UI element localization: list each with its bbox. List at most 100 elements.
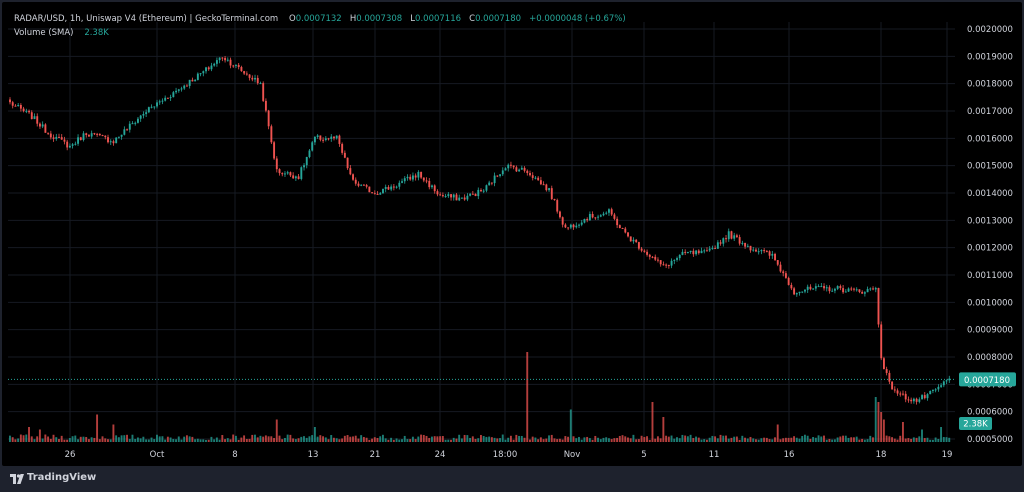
volume-bar xyxy=(869,435,872,442)
volume-bar xyxy=(68,438,71,442)
volume-bar xyxy=(229,439,232,442)
volume-badge-label: 2.38K xyxy=(963,420,988,430)
volume-bar xyxy=(142,436,145,442)
candle-body xyxy=(907,399,910,401)
volume-bar xyxy=(281,439,284,442)
volume-bar xyxy=(907,438,910,442)
volume-bar xyxy=(727,438,730,442)
volume-bar xyxy=(428,437,431,442)
candle-body xyxy=(825,287,828,289)
x-tick-label: 16 xyxy=(784,450,795,460)
volume-bar xyxy=(384,438,387,442)
volume-bar xyxy=(289,434,292,442)
candle-body xyxy=(727,231,730,240)
volume-bar xyxy=(893,438,896,442)
volume-bar xyxy=(169,437,172,442)
chart-panel[interactable]: 0.0020000 0.0019000 0.0018000 0.0017000 0.00… xyxy=(2,2,1022,466)
volume-bar xyxy=(790,437,793,442)
candle-body xyxy=(485,185,488,191)
candle-body xyxy=(912,398,915,402)
candle-body xyxy=(115,137,118,144)
candle-body xyxy=(784,273,787,278)
candle-body xyxy=(880,324,883,359)
tradingview-logo-icon[interactable] xyxy=(10,473,24,485)
candle-body xyxy=(700,250,703,254)
candle-body xyxy=(357,183,360,186)
candle-body xyxy=(749,245,752,251)
candle-body xyxy=(324,138,327,140)
y-tick-label: 0.0016000 xyxy=(967,134,1013,144)
volume-bar xyxy=(531,436,534,442)
candle-body xyxy=(896,390,899,394)
candle-body xyxy=(534,177,537,179)
volume-bar xyxy=(245,438,248,442)
volume-bar xyxy=(735,436,738,442)
candle-body xyxy=(384,187,387,189)
volume-bar xyxy=(199,439,202,442)
volume-bar xyxy=(346,435,349,442)
volume-bar xyxy=(784,437,787,442)
candle-body xyxy=(85,133,88,135)
volume-bar xyxy=(858,439,861,442)
volume-bar xyxy=(177,436,180,442)
volume-bar xyxy=(744,437,746,442)
candle-body xyxy=(17,104,20,106)
candle-body xyxy=(373,193,376,195)
y-tick-label: 0.0012000 xyxy=(967,244,1013,254)
volume-bar xyxy=(850,437,853,442)
volume-bar xyxy=(398,439,401,442)
volume-bar xyxy=(635,439,638,442)
candle-body xyxy=(676,258,678,260)
candle-body xyxy=(844,291,847,293)
tradingview-brand[interactable]: TradingView xyxy=(27,472,97,483)
candle-body xyxy=(360,184,363,186)
price-chart[interactable]: 0.0020000 0.0019000 0.0018000 0.0017000 0.00… xyxy=(2,2,1022,466)
candle-body xyxy=(161,100,164,102)
volume-bar xyxy=(520,435,523,442)
candle-body xyxy=(294,176,297,179)
volume-bar xyxy=(335,438,338,442)
volume-bar xyxy=(417,436,420,442)
candle-body xyxy=(68,145,71,148)
volume-bar xyxy=(36,436,39,442)
candle-body xyxy=(444,196,447,198)
volume-bar xyxy=(409,439,412,442)
candle-body xyxy=(166,97,169,99)
volume-bar xyxy=(831,439,834,442)
volume-bar xyxy=(912,437,915,442)
candle-body xyxy=(66,141,69,148)
ohlc-low-key: L xyxy=(410,14,416,24)
volume-bar xyxy=(294,439,297,442)
volume-bar xyxy=(278,435,281,442)
candle-body xyxy=(561,217,564,225)
volume-bar xyxy=(738,439,741,442)
candle-body xyxy=(447,194,450,197)
candle-body xyxy=(215,60,218,64)
candle-body xyxy=(608,209,610,213)
candle-body xyxy=(169,97,172,99)
volume-bar xyxy=(613,438,616,442)
candle-body xyxy=(542,184,545,186)
volume-bar xyxy=(71,436,74,442)
volume-bar xyxy=(501,434,504,442)
volume-bar xyxy=(313,427,316,442)
volume-bar xyxy=(466,435,469,442)
candle-body xyxy=(398,182,401,187)
volume-bar xyxy=(833,439,836,442)
volume-bar xyxy=(591,439,594,442)
volume-bar xyxy=(441,436,444,442)
volume-bar xyxy=(795,437,798,442)
volume-bar xyxy=(678,438,681,442)
candle-body xyxy=(71,144,74,146)
candle-body xyxy=(760,250,763,252)
candle-body xyxy=(501,170,504,175)
candle-body xyxy=(420,171,423,178)
candle-body xyxy=(667,265,670,267)
volume-bar xyxy=(548,435,550,442)
chart-legend: RADAR/USD, 1h, Uniswap V4 (Ethereum) | G… xyxy=(14,14,626,24)
volume-bar xyxy=(904,438,907,442)
volume-bar xyxy=(213,439,216,442)
ohlc-open-value: 0.0007132 xyxy=(295,14,342,24)
candle-body xyxy=(637,242,640,249)
volume-bar xyxy=(526,352,529,442)
